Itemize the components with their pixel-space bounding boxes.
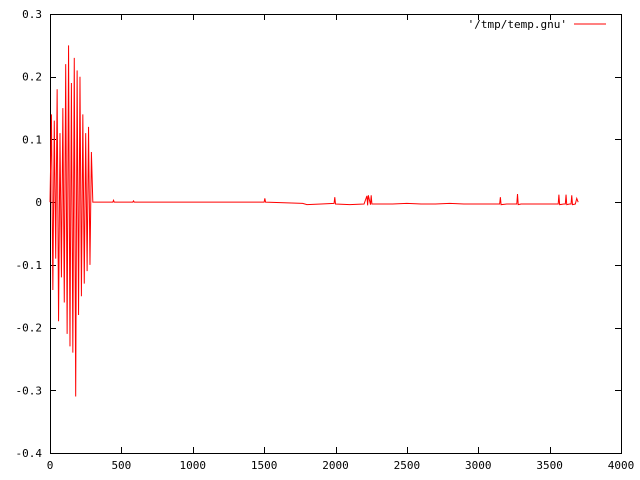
y-tick-label: -0.2 (16, 322, 43, 335)
x-tick-label: 1500 (251, 459, 278, 472)
y-tick-label: -0.3 (16, 384, 43, 397)
plot-frame (50, 14, 622, 454)
y-axis-ticks: -0.4 -0.3 -0.2 -0.1 0 0.1 0.2 0.3 (16, 8, 621, 460)
x-tick-label: 0 (47, 459, 54, 472)
y-tick-label: 0.3 (22, 8, 42, 21)
x-tick-label: 3000 (465, 459, 492, 472)
y-tick-label: 0.1 (22, 133, 42, 146)
x-tick-label: 4000 (608, 459, 635, 472)
y-tick-label: 0.2 (22, 71, 42, 84)
x-tick-label: 1000 (180, 459, 207, 472)
legend: '/tmp/temp.gnu' (468, 18, 606, 31)
y-tick-label: 0 (35, 196, 42, 209)
series-layer (49, 45, 579, 397)
x-tick-label: 2000 (322, 459, 349, 472)
y-tick-label: -0.1 (16, 259, 43, 272)
x-tick-label: 500 (111, 459, 131, 472)
x-tick-label: 3500 (536, 459, 563, 472)
legend-label: '/tmp/temp.gnu' (468, 18, 567, 31)
y-tick-label: -0.4 (16, 447, 43, 460)
x-axis-ticks: 0 500 1000 1500 2000 2500 3000 3500 4000 (47, 14, 635, 472)
series-line-0 (49, 45, 579, 397)
x-tick-label: 2500 (394, 459, 421, 472)
